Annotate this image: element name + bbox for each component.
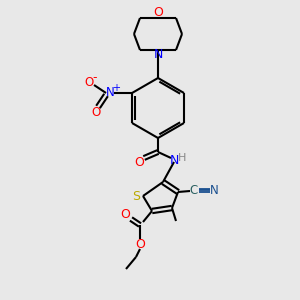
- Text: O: O: [134, 155, 144, 169]
- Text: O: O: [92, 106, 100, 119]
- Text: O: O: [120, 208, 130, 221]
- Text: O: O: [153, 7, 163, 20]
- Text: +: +: [112, 83, 120, 93]
- Text: S: S: [132, 190, 140, 203]
- Text: H: H: [178, 153, 186, 163]
- Text: -: -: [93, 71, 97, 85]
- Text: O: O: [84, 76, 94, 89]
- Text: N: N: [210, 184, 218, 196]
- Text: N: N: [169, 154, 179, 166]
- Text: N: N: [153, 49, 163, 62]
- Text: O: O: [135, 238, 145, 251]
- Text: C: C: [190, 184, 198, 196]
- Text: N: N: [106, 86, 114, 100]
